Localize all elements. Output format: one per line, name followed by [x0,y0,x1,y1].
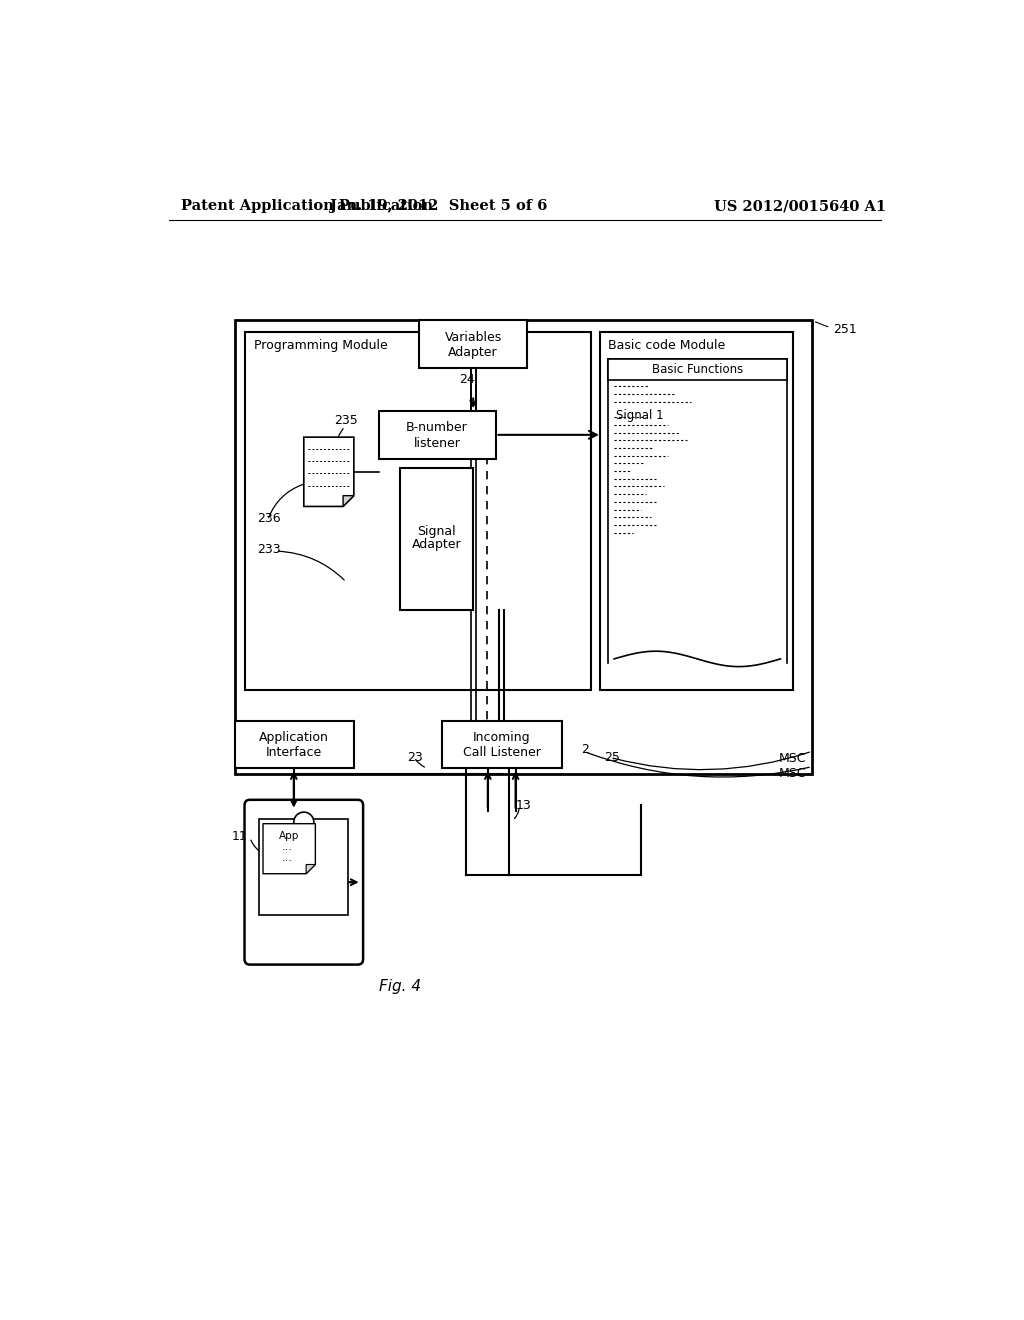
Text: 251: 251 [834,323,857,335]
Text: 23: 23 [408,751,423,764]
Text: Signal: Signal [417,524,456,537]
Bar [608,359,786,380]
Text: Adapter: Adapter [412,539,461,552]
Polygon shape [343,496,354,507]
Text: 13: 13 [515,799,531,812]
Text: 233: 233 [258,543,282,556]
Text: Incoming: Incoming [473,731,530,744]
Text: 236: 236 [258,512,282,525]
Text: 11: 11 [231,829,248,842]
Text: Jan. 19, 2012  Sheet 5 of 6: Jan. 19, 2012 Sheet 5 of 6 [330,199,547,213]
Polygon shape [263,824,315,874]
FancyBboxPatch shape [245,800,364,965]
Bar [234,321,812,775]
Polygon shape [306,865,315,874]
Text: Call Listener: Call Listener [463,746,541,759]
Text: 1: 1 [317,906,326,917]
Text: listener: listener [414,437,461,450]
Text: App: App [279,832,299,841]
Text: 22: 22 [508,743,523,756]
Circle shape [294,812,313,832]
Text: Adapter: Adapter [449,346,498,359]
Text: Application: Application [259,731,329,744]
Bar [400,469,473,610]
Text: Basic Functions: Basic Functions [651,363,742,376]
Text: B-number: B-number [407,421,468,434]
Text: 25: 25 [604,751,620,764]
Text: MSC: MSC [778,752,806,766]
Text: 21: 21 [323,743,339,756]
Text: Basic code Module: Basic code Module [608,339,725,352]
Bar [600,331,793,689]
Text: 24: 24 [459,372,475,385]
Text: Patent Application Publication: Patent Application Publication [180,199,432,213]
Bar [379,411,496,459]
Text: Programming Module: Programming Module [254,339,387,352]
Text: Interface: Interface [265,746,322,759]
Bar [245,331,591,689]
Text: Signal 1: Signal 1 [615,409,664,422]
Bar [234,721,354,768]
Bar [259,818,348,915]
Bar [442,721,562,768]
Text: MSC: MSC [778,767,806,780]
Text: Variables: Variables [444,330,502,343]
Text: US 2012/0015640 A1: US 2012/0015640 A1 [715,199,887,213]
Text: 235: 235 [335,413,358,426]
Text: 2: 2 [581,743,589,756]
Text: ...: ... [283,842,293,851]
Text: Fig. 4: Fig. 4 [379,978,421,994]
Polygon shape [304,437,354,507]
Bar [419,321,527,368]
Text: ...: ... [283,853,293,862]
